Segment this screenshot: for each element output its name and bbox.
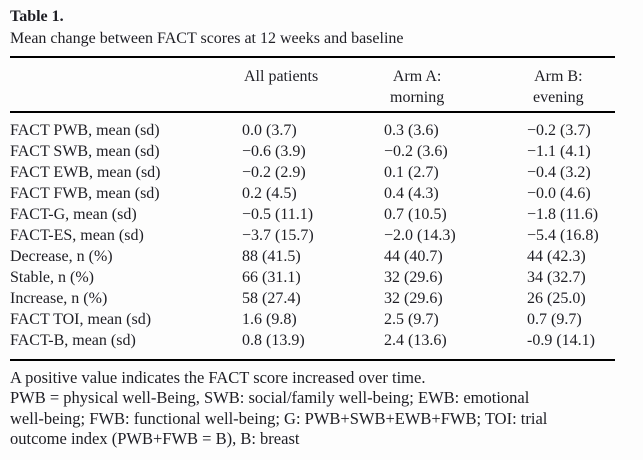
cell-arm-b: −0.0 (4.6) xyxy=(527,185,591,202)
table-label: Table 1. xyxy=(10,8,64,25)
column-header-arm-a: Arm A: morning xyxy=(384,57,527,113)
footnote-line: well-being; FWB: functional well-being; … xyxy=(10,408,548,428)
table-row: FACT SWB, mean (sd) −0.6 (3.9) −0.2 (3.6… xyxy=(10,141,615,162)
table-row: FACT EWB, mean (sd) −0.2 (2.9) 0.1 (2.7)… xyxy=(10,162,615,183)
cell-arm-b: 34 (32.7) xyxy=(527,269,586,286)
header-row: All patients Arm A: morning Arm B: eveni… xyxy=(10,57,615,113)
cell-all-patients: −0.5 (11.1) xyxy=(242,206,314,223)
row-label: FACT TOI, mean (sd) xyxy=(10,311,152,328)
cell-arm-b: −0.2 (3.7) xyxy=(527,122,591,139)
cell-arm-a: 0.4 (4.3) xyxy=(384,185,439,202)
cell-arm-a: 2.4 (13.6) xyxy=(384,332,447,349)
cell-arm-b: 0.7 (9.7) xyxy=(527,311,582,328)
cell-all-patients: 66 (31.1) xyxy=(242,269,301,286)
table-row: Increase, n (%) 58 (27.4) 32 (29.6) 26 (… xyxy=(10,288,615,309)
row-label: Increase, n (%) xyxy=(10,290,108,307)
column-header-label: Arm A: xyxy=(392,68,442,85)
cell-all-patients: 0.2 (4.5) xyxy=(242,185,297,202)
cell-all-patients: −0.6 (3.9) xyxy=(242,143,306,160)
cell-all-patients: −0.2 (2.9) xyxy=(242,164,306,181)
cell-all-patients: −3.7 (15.7) xyxy=(242,227,314,244)
cell-arm-a: 0.7 (10.5) xyxy=(384,206,447,223)
table-row: FACT-ES, mean (sd) −3.7 (15.7) −2.0 (14.… xyxy=(10,225,615,246)
cell-arm-a: 0.1 (2.7) xyxy=(384,164,439,181)
cell-arm-b: −5.4 (16.8) xyxy=(527,227,599,244)
table-row: Decrease, n (%) 88 (41.5) 44 (40.7) 44 (… xyxy=(10,246,615,267)
row-label: FACT-G, mean (sd) xyxy=(10,206,137,223)
row-label: FACT FWB, mean (sd) xyxy=(10,185,160,202)
cell-all-patients: 0.0 (3.7) xyxy=(242,122,297,139)
footnote-line: PWB = physical well-Being, SWB: social/f… xyxy=(10,388,530,408)
cell-arm-a: 44 (40.7) xyxy=(384,248,443,265)
column-header-sublabel: evening xyxy=(533,89,584,106)
row-label: FACT PWB, mean (sd) xyxy=(10,122,160,139)
cell-all-patients: 58 (27.4) xyxy=(242,290,301,307)
table-row: FACT-G, mean (sd) −0.5 (11.1) 0.7 (10.5)… xyxy=(10,204,615,225)
column-header-label: All patients xyxy=(244,68,319,85)
column-header-all-patients: All patients xyxy=(242,57,384,113)
cell-arm-a: −0.2 (3.6) xyxy=(384,143,448,160)
cell-arm-a: 2.5 (9.7) xyxy=(384,311,439,328)
table-row: FACT FWB, mean (sd) 0.2 (4.5) 0.4 (4.3) … xyxy=(10,183,615,204)
cell-arm-b: -0.9 (14.1) xyxy=(527,332,595,349)
cell-arm-b: 44 (42.3) xyxy=(527,248,586,265)
cell-arm-a: 32 (29.6) xyxy=(384,269,443,286)
column-header-empty xyxy=(10,57,242,113)
row-label: FACT-B, mean (sd) xyxy=(10,332,136,349)
cell-arm-b: −1.8 (11.6) xyxy=(527,206,599,223)
row-label: Decrease, n (%) xyxy=(10,248,113,265)
footnote-line: A positive value indicates the FACT scor… xyxy=(10,368,426,387)
table-caption: Mean change between FACT scores at 12 we… xyxy=(10,30,404,47)
cell-all-patients: 0.8 (13.9) xyxy=(242,332,305,349)
column-header-arm-b: Arm B: evening xyxy=(527,57,615,113)
table-row: FACT PWB, mean (sd) 0.0 (3.7) 0.3 (3.6) … xyxy=(10,112,615,141)
column-header-label: Arm B: xyxy=(534,68,583,85)
table-footnotes: A positive value indicates the FACT scor… xyxy=(10,368,632,449)
cell-arm-b: 26 (25.0) xyxy=(527,290,586,307)
cell-arm-b: −0.4 (3.2) xyxy=(527,164,591,181)
cell-arm-a: −2.0 (14.3) xyxy=(384,227,456,244)
table-row: FACT TOI, mean (sd) 1.6 (9.8) 2.5 (9.7) … xyxy=(10,309,615,330)
cell-arm-a: 0.3 (3.6) xyxy=(384,122,439,139)
footnote-line: outcome index (PWB+FWB = B), B: breast xyxy=(10,428,300,448)
cell-arm-b: −1.1 (4.1) xyxy=(527,143,591,160)
cell-all-patients: 1.6 (9.8) xyxy=(242,311,297,328)
row-label: FACT EWB, mean (sd) xyxy=(10,164,161,181)
fact-scores-table: All patients Arm A: morning Arm B: eveni… xyxy=(10,56,615,361)
row-label: FACT SWB, mean (sd) xyxy=(10,143,160,160)
row-label: Stable, n (%) xyxy=(10,269,94,286)
cell-all-patients: 88 (41.5) xyxy=(242,248,301,265)
column-header-sublabel: morning xyxy=(390,89,445,106)
table-row: Stable, n (%) 66 (31.1) 32 (29.6) 34 (32… xyxy=(10,267,615,288)
row-label: FACT-ES, mean (sd) xyxy=(10,227,144,244)
table-row: FACT-B, mean (sd) 0.8 (13.9) 2.4 (13.6) … xyxy=(10,330,615,360)
cell-arm-a: 32 (29.6) xyxy=(384,290,443,307)
paper-table-figure: Table 1. Mean change between FACT scores… xyxy=(10,8,632,449)
